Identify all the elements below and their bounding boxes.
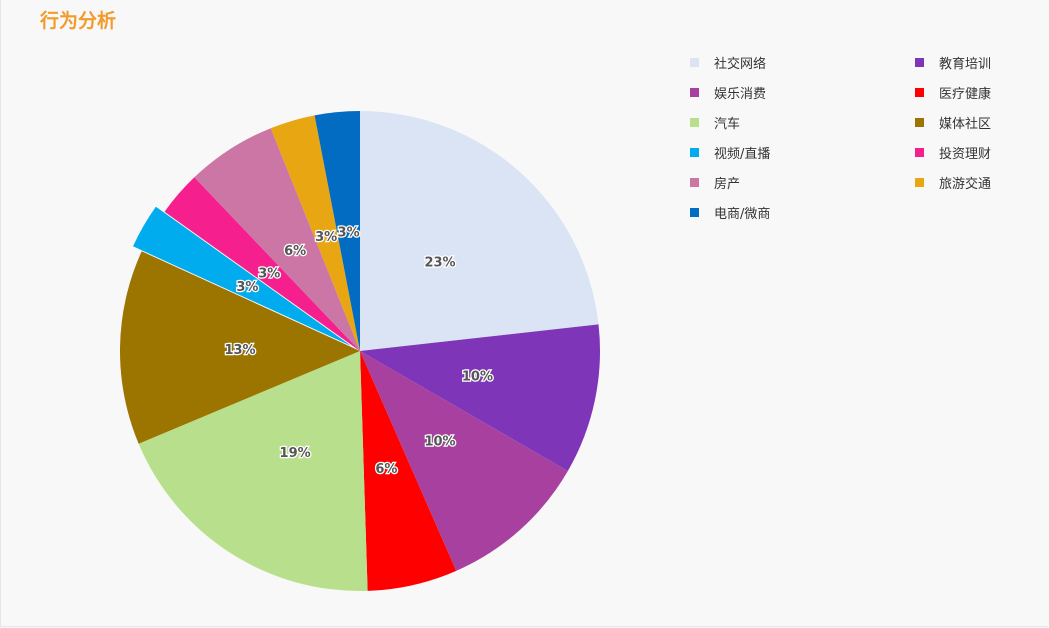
- pie-slice-8[interactable]: [194, 128, 360, 351]
- legend-item-1[interactable]: 教育培训: [915, 52, 1020, 72]
- legend-label: 视频/直播: [714, 146, 771, 162]
- pie-slice-2[interactable]: [360, 351, 568, 571]
- legend-swatch: [690, 57, 699, 67]
- legend-label: 社交网络: [714, 56, 767, 72]
- legend-swatch: [690, 87, 699, 97]
- legend-label: 媒体社区: [939, 116, 992, 132]
- slice-label-4: 19%: [280, 446, 311, 461]
- legend-item-9[interactable]: 旅游交通: [915, 172, 1020, 192]
- legend-item-8[interactable]: 房产: [690, 172, 915, 192]
- legend-swatch: [690, 117, 699, 127]
- legend-swatch: [915, 147, 924, 157]
- legend-label: 教育培训: [939, 56, 992, 72]
- pie-slice-1[interactable]: [360, 324, 600, 471]
- legend-label: 医疗健康: [939, 86, 992, 102]
- slice-label-2: 10%: [424, 434, 455, 449]
- legend-label: 娱乐消费: [714, 86, 767, 102]
- legend-label: 房产: [714, 176, 741, 192]
- pie-chart: 23%10%10%6%19%13%3%3%6%3% 3%: [119, 111, 600, 591]
- slice-label-7: 3%: [258, 266, 280, 281]
- legend-item-6[interactable]: 视频/直播: [690, 142, 915, 162]
- chart-legend: 社交网络 教育培训娱乐消费 医疗健康汽车 媒体社区视频/直播 投资理财房产 旅游交通电商/…: [690, 52, 1020, 222]
- legend-swatch: [915, 177, 924, 187]
- legend-swatch: [690, 207, 699, 217]
- page-title: 行为分析: [40, 10, 117, 32]
- legend-swatch: [690, 177, 699, 187]
- slice-label-10: 3%: [338, 226, 360, 241]
- slice-label-8: 6%: [284, 244, 306, 259]
- legend-label: 电商/微商: [714, 206, 771, 222]
- legend-item-0[interactable]: 社交网络: [690, 52, 915, 72]
- slice-label-6: 3%: [236, 280, 258, 295]
- pie-slice-5[interactable]: [119, 251, 360, 444]
- pie-slice-7[interactable]: [164, 177, 360, 351]
- slice-label-1: 10%: [462, 370, 493, 385]
- pie-slice-6[interactable]: [133, 206, 352, 346]
- legend-item-4[interactable]: 汽车: [690, 112, 915, 132]
- pie-slice-0[interactable]: [360, 111, 599, 351]
- legend-swatch: [915, 87, 924, 97]
- legend-label: 汽车: [714, 116, 741, 132]
- legend-item-10[interactable]: 电商/微商: [690, 202, 915, 222]
- legend-item-3[interactable]: 医疗健康: [915, 82, 1020, 102]
- legend-item-2[interactable]: 娱乐消费: [690, 82, 915, 102]
- legend-swatch: [915, 57, 924, 67]
- pie-slice-4[interactable]: [138, 351, 368, 591]
- slice-label-9: 3%: [315, 230, 337, 245]
- slice-label-0: 23%: [424, 256, 455, 271]
- pie-slice-10[interactable]: [314, 111, 360, 351]
- slice-label-5: 13%: [224, 343, 255, 358]
- legend-item-5[interactable]: 媒体社区: [915, 112, 1020, 132]
- pie-slice-9[interactable]: [270, 115, 360, 351]
- legend-label: 投资理财: [939, 146, 992, 162]
- legend-item-7[interactable]: 投资理财: [915, 142, 1020, 162]
- legend-label: 旅游交通: [939, 176, 992, 192]
- legend-swatch: [915, 117, 924, 127]
- pie-slice-3[interactable]: [360, 351, 457, 591]
- legend-swatch: [690, 147, 699, 157]
- slice-label-3: 6%: [375, 462, 397, 477]
